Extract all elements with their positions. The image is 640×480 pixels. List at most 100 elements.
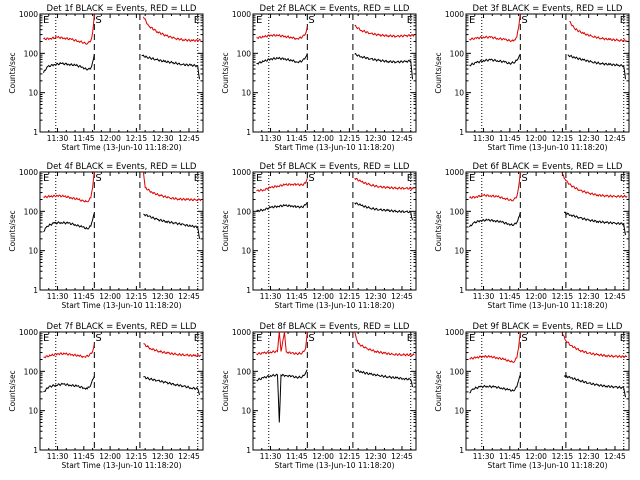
x-tick-label: 12:00 xyxy=(312,134,334,143)
lld-trace xyxy=(354,332,415,357)
x-tick-label: 12:15 xyxy=(552,292,574,301)
y-tick-label: 1 xyxy=(246,128,251,137)
y-axis-label: Counts/sec xyxy=(8,370,17,411)
panel-title: Det 3f BLACK = Events, RED = LLD xyxy=(473,4,623,14)
x-tick-label: 12:15 xyxy=(126,134,148,143)
x-tick-label: 12:00 xyxy=(525,452,547,461)
y-axis-label: Counts/sec xyxy=(434,52,443,93)
panel-title: Det 2f BLACK = Events, RED = LLD xyxy=(260,4,410,14)
plot-frame xyxy=(39,331,204,451)
x-axis-label: Start Time (13-Jun-10 11:18:20) xyxy=(62,461,182,470)
y-axis-label: Counts/sec xyxy=(221,370,230,411)
plot-frame xyxy=(252,13,417,133)
lld-trace xyxy=(256,26,308,41)
x-tick-label: 12:00 xyxy=(99,134,121,143)
y-tick-label: 100 xyxy=(450,49,465,58)
y-tick-label: 1 xyxy=(246,446,251,455)
end-marker: E xyxy=(194,15,200,26)
x-axis-label: Start Time (13-Jun-10 11:18:20) xyxy=(275,143,395,152)
y-tick-label: 100 xyxy=(24,207,39,216)
x-tick-label: 12:30 xyxy=(578,452,600,461)
y-tick-label: 1 xyxy=(246,286,251,295)
events-trace xyxy=(469,212,521,228)
y-tick-label: 10 xyxy=(454,407,464,416)
detector-panel: Det 2f BLACK = Events, RED = LLD 1 10 100 10… xyxy=(221,4,417,152)
y-tick-label: 1000 xyxy=(232,168,251,177)
events-trace xyxy=(469,374,521,394)
x-tick-label: 12:00 xyxy=(312,452,334,461)
end-marker: E xyxy=(43,333,49,344)
x-tick-label: 12:15 xyxy=(126,292,148,301)
x-tick-label: 12:15 xyxy=(339,452,361,461)
y-tick-label: 1 xyxy=(33,446,38,455)
x-tick-label: 11:45 xyxy=(286,292,308,301)
panel-title: Det 9f BLACK = Events, RED = LLD xyxy=(473,322,623,332)
y-tick-label: 100 xyxy=(450,367,465,376)
x-tick-label: 12:30 xyxy=(365,452,387,461)
end-marker: E xyxy=(194,333,200,344)
plot-frame xyxy=(252,171,417,291)
y-tick-label: 10 xyxy=(28,89,38,98)
lld-trace xyxy=(354,177,415,191)
detector-panel: Det 6f BLACK = Events, RED = LLD 1 10 100 10… xyxy=(434,162,630,310)
start-marker: S xyxy=(521,173,527,184)
x-tick-label: 12:15 xyxy=(126,452,148,461)
events-trace xyxy=(563,211,626,236)
events-trace xyxy=(354,369,413,388)
y-tick-label: 1000 xyxy=(445,168,464,177)
x-tick-label: 12:30 xyxy=(578,292,600,301)
y-tick-label: 1 xyxy=(459,286,464,295)
x-tick-label: 11:45 xyxy=(499,292,521,301)
x-tick-label: 12:45 xyxy=(391,134,413,143)
y-tick-label: 100 xyxy=(237,207,252,216)
lld-trace xyxy=(43,14,95,45)
y-tick-label: 10 xyxy=(28,407,38,416)
y-tick-label: 1000 xyxy=(19,10,38,19)
y-tick-label: 1000 xyxy=(19,328,38,337)
x-tick-label: 12:30 xyxy=(578,134,600,143)
lld-trace xyxy=(354,24,415,38)
x-tick-label: 11:45 xyxy=(73,134,95,143)
x-tick-label: 12:30 xyxy=(365,292,387,301)
events-trace xyxy=(256,202,308,213)
x-axis-label: Start Time (13-Jun-10 11:18:20) xyxy=(488,143,608,152)
x-tick-label: 11:30 xyxy=(260,292,282,301)
end-marker: E xyxy=(620,15,626,26)
x-axis-label: Start Time (13-Jun-10 11:18:20) xyxy=(488,301,608,310)
lld-trace xyxy=(143,343,202,358)
panel-title: Det 5f BLACK = Events, RED = LLD xyxy=(260,162,410,172)
x-tick-label: 11:30 xyxy=(47,292,69,301)
y-tick-label: 1 xyxy=(33,128,38,137)
y-tick-label: 10 xyxy=(454,247,464,256)
x-tick-label: 11:30 xyxy=(473,134,495,143)
y-axis-label: Counts/sec xyxy=(8,52,17,93)
y-tick-label: 1000 xyxy=(445,328,464,337)
x-tick-label: 11:30 xyxy=(260,452,282,461)
events-trace xyxy=(563,374,626,398)
y-tick-label: 1 xyxy=(459,446,464,455)
x-tick-label: 12:00 xyxy=(99,452,121,461)
events-trace xyxy=(354,202,413,221)
x-tick-label: 12:45 xyxy=(604,134,626,143)
x-tick-label: 11:30 xyxy=(47,134,69,143)
detector-panel: Det 7f BLACK = Events, RED = LLD 1 10 100 10… xyxy=(8,322,204,470)
end-marker: E xyxy=(469,15,475,26)
x-tick-label: 12:00 xyxy=(312,292,334,301)
y-tick-label: 100 xyxy=(450,207,465,216)
y-tick-label: 1000 xyxy=(232,328,251,337)
x-tick-label: 12:45 xyxy=(178,292,200,301)
detector-panel: Det 5f BLACK = Events, RED = LLD 1 10 100 10… xyxy=(221,162,417,310)
x-tick-label: 12:15 xyxy=(339,292,361,301)
y-axis-label: Counts/sec xyxy=(221,52,230,93)
y-tick-label: 10 xyxy=(241,407,251,416)
lld-trace xyxy=(469,332,521,363)
x-tick-label: 11:45 xyxy=(286,134,308,143)
x-axis-label: Start Time (13-Jun-10 11:18:20) xyxy=(488,461,608,470)
events-trace xyxy=(567,54,626,80)
x-tick-label: 11:45 xyxy=(499,452,521,461)
x-tick-label: 11:45 xyxy=(499,134,521,143)
x-tick-label: 12:45 xyxy=(178,134,200,143)
plot-frame xyxy=(39,171,204,291)
y-axis-label: Counts/sec xyxy=(8,210,17,251)
